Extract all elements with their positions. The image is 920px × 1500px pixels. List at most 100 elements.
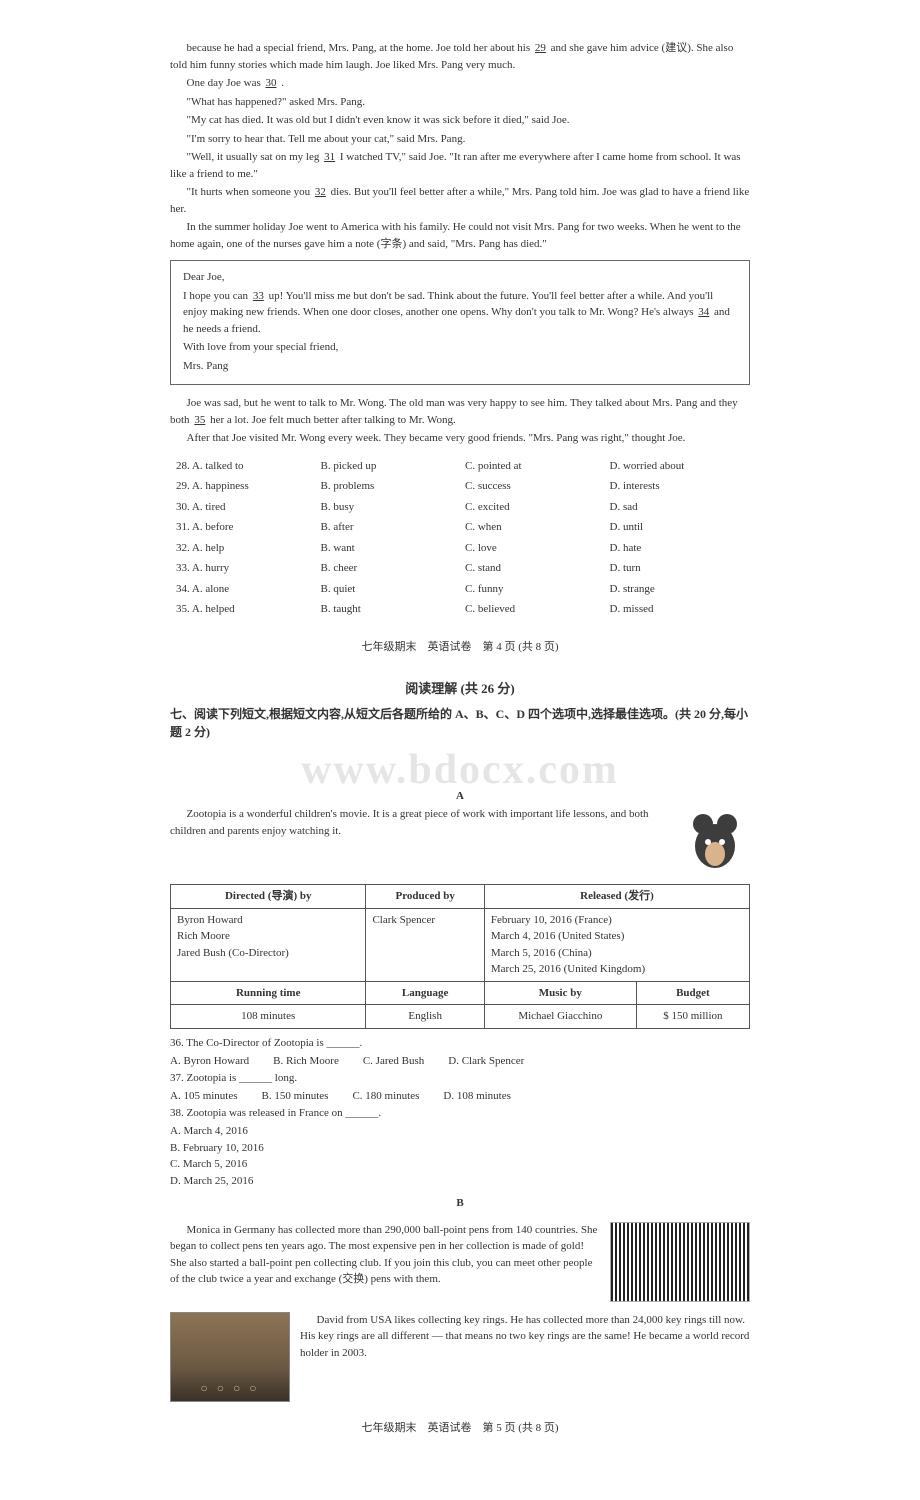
mc-opt-d: D. until (606, 518, 749, 537)
mc-opt-b: B. want (317, 539, 460, 558)
question: 37. Zootopia is ______ long. (170, 1070, 750, 1087)
mc-opt-b: B. busy (317, 498, 460, 517)
opt: A. Byron Howard (170, 1053, 249, 1070)
reading-title: 阅读理解 (共 26 分) (170, 679, 750, 699)
mc-opt-a: 28. A. talked to (172, 457, 315, 476)
mc-opt-c: C. funny (461, 580, 604, 599)
mc-opt-d: D. missed (606, 600, 749, 619)
pens-image (610, 1222, 750, 1302)
line-3: "What has happened?" asked Mrs. Pang. (170, 94, 750, 111)
mc-row: 35. A. helpedB. taughtC. believedD. miss… (172, 600, 748, 619)
passage-b: Monica in Germany has collected more tha… (170, 1222, 750, 1402)
mc-row: 30. A. tiredB. busyC. excitedD. sad (172, 498, 748, 517)
mc-row: 29. A. happinessB. problemsC. successD. … (172, 477, 748, 496)
question: 36. The Co-Director of Zootopia is _____… (170, 1035, 750, 1052)
opt: B. 150 minutes (262, 1088, 329, 1105)
line-4: "My cat has died. It was old but I didn'… (170, 112, 750, 129)
td-music: Michael Giacchino (484, 1005, 636, 1029)
td-released: February 10, 2016 (France) March 4, 2016… (484, 908, 749, 981)
th-released: Released (发行) (484, 885, 749, 909)
mc-opt-a: 33. A. hurry (172, 559, 315, 578)
mc-opt-c: C. excited (461, 498, 604, 517)
opt: A. 105 minutes (170, 1088, 238, 1105)
th-language: Language (366, 981, 484, 1005)
mc-opt-d: D. strange (606, 580, 749, 599)
mc-row: 31. A. beforeB. afterC. whenD. until (172, 518, 748, 537)
mc-opt-b: B. cheer (317, 559, 460, 578)
td-produced: Clark Spencer (366, 908, 484, 981)
letter-salutation: Dear Joe, (183, 269, 737, 286)
questions-a: 36. The Co-Director of Zootopia is _____… (170, 1035, 750, 1190)
question-opts: A. Byron HowardB. Rich MooreC. Jared Bus… (170, 1053, 750, 1070)
mc-opt-a: 30. A. tired (172, 498, 315, 517)
passage-a-label: A (170, 788, 750, 805)
mc-opt-b: B. after (317, 518, 460, 537)
mc-opt-c: C. pointed at (461, 457, 604, 476)
b-p2: David from USA likes collecting key ring… (300, 1312, 750, 1362)
b-p1: Monica in Germany has collected more tha… (170, 1222, 600, 1288)
letter-box: Dear Joe, I hope you can 33 up! You'll m… (170, 260, 750, 385)
opt: C. 180 minutes (352, 1088, 419, 1105)
question-opts: A. March 4, 2016B. February 10, 2016C. M… (170, 1123, 750, 1189)
blank-33: 33 (251, 290, 266, 302)
opt: A. March 4, 2016 (170, 1123, 448, 1140)
mc-opt-d: D. interests (606, 477, 749, 496)
letter-name: Mrs. Pang (183, 358, 737, 375)
blank-29: 29 (533, 42, 548, 54)
mc-opt-a: 35. A. helped (172, 600, 315, 619)
letter-sign: With love from your special friend, (183, 339, 737, 356)
opt: D. Clark Spencer (448, 1053, 524, 1070)
page-footer-4: 七年级期末 英语试卷 第 4 页 (共 8 页) (170, 639, 750, 656)
mc-opt-d: D. worried about (606, 457, 749, 476)
td-budget: $ 150 million (636, 1005, 749, 1029)
blank-34: 34 (696, 306, 711, 318)
after-p1: Joe was sad, but he went to talk to Mr. … (170, 395, 750, 428)
blank-30: 30 (263, 77, 278, 89)
th-directed: Directed (导演) by (171, 885, 366, 909)
zootopia-icon (680, 806, 750, 876)
mc-opt-a: 29. A. happiness (172, 477, 315, 496)
line-6: "Well, it usually sat on my leg 31 I wat… (170, 149, 750, 182)
mc-opt-b: B. picked up (317, 457, 460, 476)
question: 38. Zootopia was released in France on _… (170, 1105, 750, 1122)
mc-opt-a: 32. A. help (172, 539, 315, 558)
mc-opt-b: B. quiet (317, 580, 460, 599)
passage-b-label: B (170, 1195, 750, 1212)
page-footer-5: 七年级期末 英语试卷 第 5 页 (共 8 页) (170, 1420, 750, 1437)
passage-a-text: Zootopia is a wonderful children's movie… (170, 806, 750, 839)
after-passage: Joe was sad, but he went to talk to Mr. … (170, 395, 750, 447)
mc-row: 28. A. talked toB. picked upC. pointed a… (172, 457, 748, 476)
mc-opt-d: D. hate (606, 539, 749, 558)
mc-opt-d: D. turn (606, 559, 749, 578)
opt: C. March 5, 2016 (170, 1156, 448, 1173)
after-p2: After that Joe visited Mr. Wong every we… (170, 430, 750, 447)
mc-row: 33. A. hurryB. cheerC. standD. turn (172, 559, 748, 578)
mc-opt-b: B. problems (317, 477, 460, 496)
mc-body: 28. A. talked toB. picked upC. pointed a… (172, 457, 748, 619)
th-budget: Budget (636, 981, 749, 1005)
mc-row: 34. A. aloneB. quietC. funnyD. strange (172, 580, 748, 599)
th-music: Music by (484, 981, 636, 1005)
blank-32: 32 (313, 186, 328, 198)
mc-row: 32. A. helpB. wantC. loveD. hate (172, 539, 748, 558)
td-runtime: 108 minutes (171, 1005, 366, 1029)
keyrings-image (170, 1312, 290, 1402)
mc-opt-c: C. believed (461, 600, 604, 619)
mc-opt-d: D. sad (606, 498, 749, 517)
line-7: "It hurts when someone you 32 dies. But … (170, 184, 750, 217)
th-runtime: Running time (171, 981, 366, 1005)
mc-opt-a: 34. A. alone (172, 580, 315, 599)
cloze-passage: because he had a special friend, Mrs. Pa… (170, 40, 750, 252)
question-opts: A. 105 minutes B. 150 minutes C. 180 minut… (170, 1088, 750, 1105)
blank-35: 35 (192, 414, 207, 426)
zootopia-table: Directed (导演) by Produced by Released (发… (170, 884, 750, 1029)
line-5: "I'm sorry to hear that. Tell me about y… (170, 131, 750, 148)
mc-opt-c: C. success (461, 477, 604, 496)
opt: B. Rich Moore (273, 1053, 339, 1070)
opt: D. 108 minutes (443, 1088, 511, 1105)
passage-a-intro: Zootopia is a wonderful children's movie… (170, 806, 750, 880)
para-8: In the summer holiday Joe went to Americ… (170, 219, 750, 252)
blank-31: 31 (322, 151, 337, 163)
td-directed: Byron Howard Rich Moore Jared Bush (Co-D… (171, 908, 366, 981)
opt: D. March 25, 2016 (170, 1173, 448, 1190)
